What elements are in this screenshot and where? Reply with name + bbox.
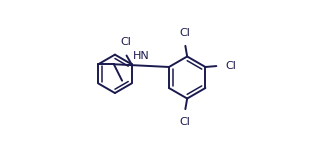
- Text: Cl: Cl: [179, 28, 190, 38]
- Text: Cl: Cl: [226, 61, 237, 71]
- Text: HN: HN: [133, 51, 150, 62]
- Text: Cl: Cl: [179, 117, 190, 127]
- Text: Cl: Cl: [120, 37, 131, 47]
